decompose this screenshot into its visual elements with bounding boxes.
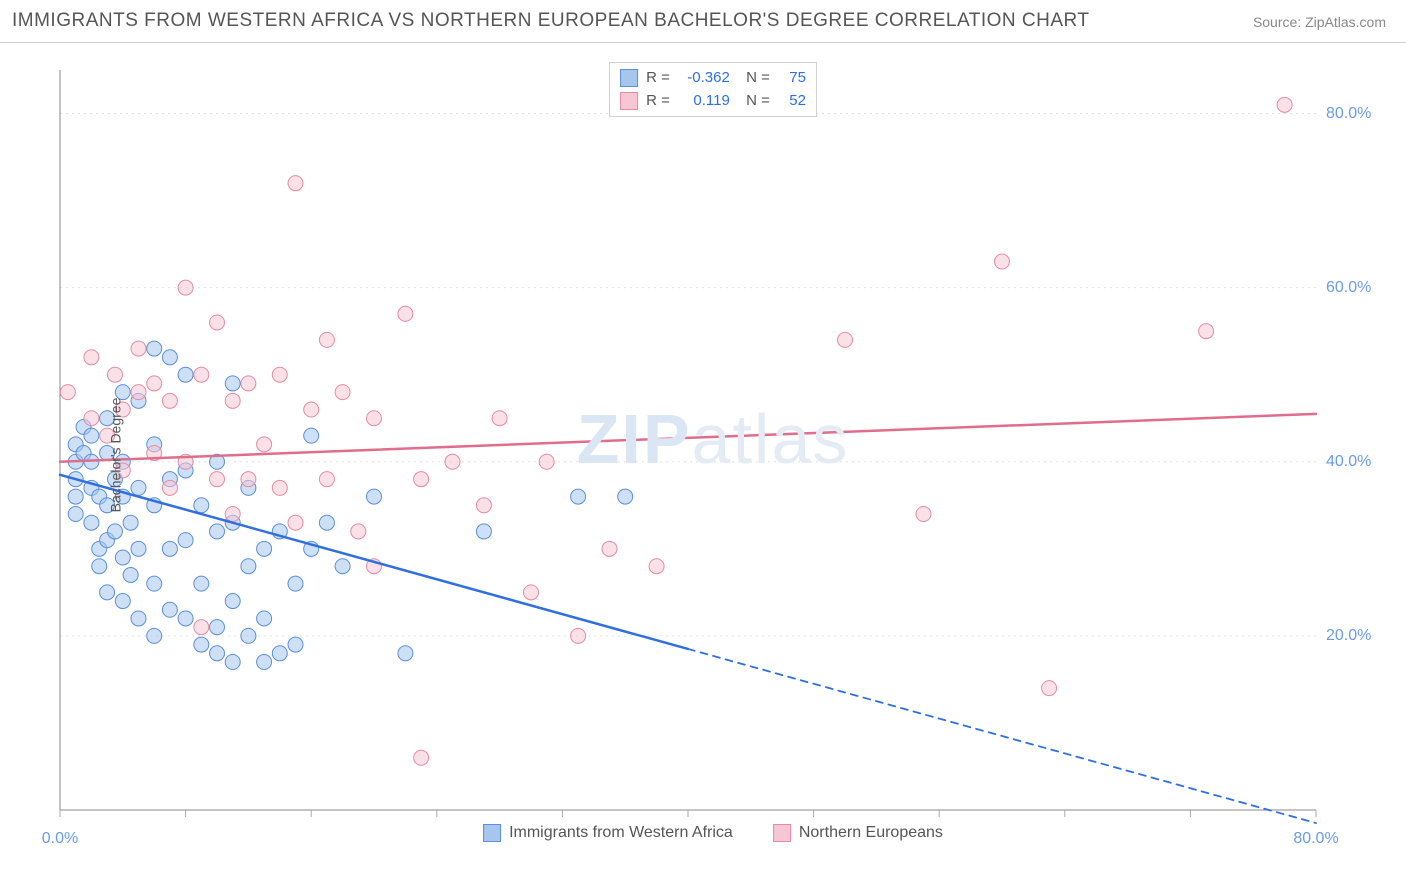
legend-item-northern-europeans: Northern Europeans: [773, 824, 943, 842]
chart-title: IMMIGRANTS FROM WESTERN AFRICA VS NORTHE…: [12, 10, 1089, 32]
y-tick-label: 60.0%: [1326, 279, 1376, 297]
legend-row-western-africa: R = -0.362 N = 75: [620, 67, 806, 90]
swatch-northern-europeans-icon: [620, 92, 638, 110]
y-axis-label: Bachelor's Degree: [107, 398, 123, 513]
legend-item-western-africa: Immigrants from Western Africa: [483, 824, 733, 842]
swatch-western-africa-icon: [620, 69, 638, 87]
x-tick-label-max: 80.0%: [1293, 830, 1338, 848]
y-tick-label: 20.0%: [1326, 627, 1376, 645]
legend-r-label: R =: [646, 67, 670, 90]
y-tick-label: 40.0%: [1326, 453, 1376, 471]
plot-area: Bachelor's Degree ZIPatlas R = -0.362 N …: [50, 60, 1376, 850]
chart-container: IMMIGRANTS FROM WESTERN AFRICA VS NORTHE…: [0, 0, 1406, 892]
legend-correlation: R = -0.362 N = 75 R = 0.119 N = 52: [609, 62, 817, 117]
legend-r-value-wa: -0.362: [678, 67, 730, 90]
chart-svg: [50, 60, 1376, 850]
legend-series: Immigrants from Western Africa Northern …: [483, 824, 943, 842]
y-tick-label: 80.0%: [1326, 105, 1376, 123]
source-attribution: Source: ZipAtlas.com: [1253, 14, 1386, 30]
legend-n-label: N =: [738, 90, 770, 113]
legend-label-ne: Northern Europeans: [799, 824, 943, 842]
legend-n-value-ne: 52: [782, 90, 806, 113]
legend-r-value-ne: 0.119: [678, 90, 730, 113]
x-tick-label-min: 0.0%: [42, 830, 78, 848]
swatch-northern-europeans-icon: [773, 824, 791, 842]
legend-n-value-wa: 75: [782, 67, 806, 90]
legend-row-northern-europeans: R = 0.119 N = 52: [620, 90, 806, 113]
legend-r-label: R =: [646, 90, 670, 113]
legend-n-label: N =: [738, 67, 770, 90]
swatch-western-africa-icon: [483, 824, 501, 842]
legend-label-wa: Immigrants from Western Africa: [509, 824, 733, 842]
title-divider: [0, 42, 1406, 43]
